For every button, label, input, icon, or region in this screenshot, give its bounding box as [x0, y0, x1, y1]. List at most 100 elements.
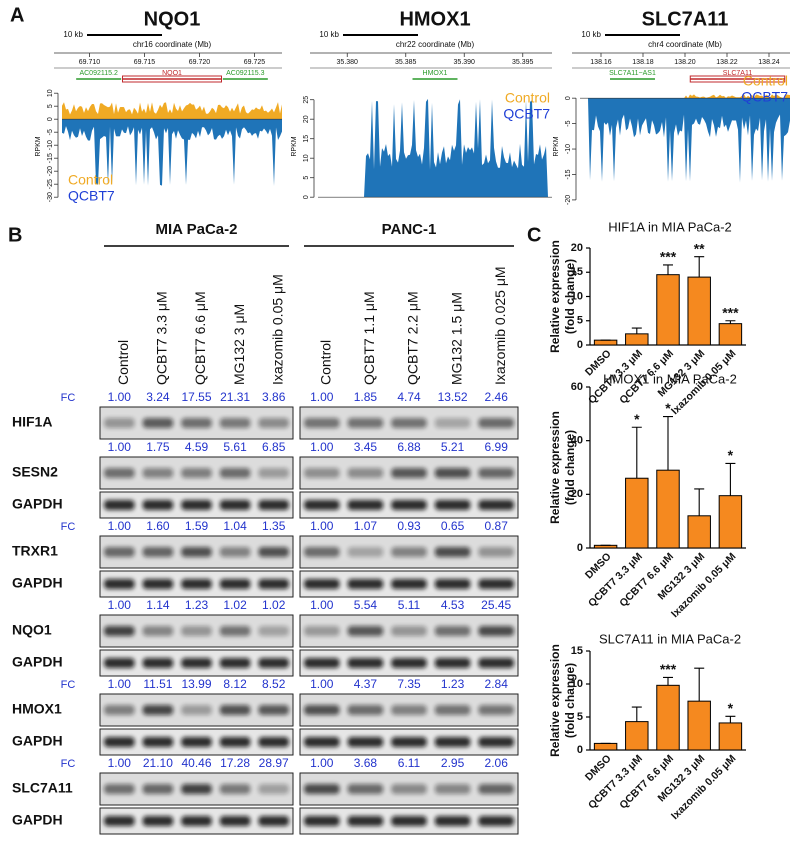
track-title: SLC7A11: [642, 8, 729, 30]
band: [391, 418, 427, 428]
track-title: HMOX1: [399, 8, 470, 30]
coord-tick-label: 69.720: [189, 59, 211, 66]
bar: [687, 700, 711, 751]
fold-change: 8.52: [262, 677, 286, 691]
chart-title: SLC7A11 in MIA PaCa-2: [599, 631, 741, 646]
band: [347, 579, 384, 589]
band: [104, 626, 135, 636]
coord-tick-label: 138.24: [758, 59, 780, 66]
error-bar: [694, 667, 705, 702]
coverage-track: [62, 119, 282, 186]
y-tick-label: 20: [571, 488, 583, 500]
y-tick-label: -15: [565, 169, 572, 179]
error-bar: [694, 488, 705, 516]
band: [391, 705, 427, 715]
bar: [656, 684, 680, 751]
band: [181, 784, 212, 794]
protein-label: NQO1: [12, 622, 52, 638]
band: [104, 737, 135, 747]
band: [181, 468, 212, 478]
fold-change: 8.12: [223, 677, 247, 691]
band: [181, 500, 212, 510]
band: [181, 816, 212, 826]
panel-label: B: [8, 224, 22, 246]
x-tick-label: QCBT7 3.3 μM: [586, 550, 645, 609]
bar: [656, 469, 680, 549]
y-tick-label: 20: [571, 242, 583, 254]
fold-change: 1.23: [185, 598, 209, 612]
band: [478, 705, 514, 715]
band: [391, 737, 427, 747]
fold-change: 21.10: [143, 756, 173, 770]
band: [142, 418, 174, 428]
fold-change: 5.54: [354, 598, 378, 612]
fold-change: 0.93: [397, 519, 421, 533]
band: [304, 547, 340, 557]
bar: [656, 274, 680, 346]
band: [258, 705, 289, 715]
band: [304, 784, 340, 794]
significance: *: [728, 447, 734, 463]
fold-change: 1.00: [310, 677, 334, 691]
y-axis-label: Relative expression: [548, 240, 562, 353]
fold-change: 1.60: [146, 519, 170, 533]
gene-label: SLC7A11−AS1: [609, 70, 656, 77]
y-tick-label: 20: [303, 115, 310, 123]
y-tick-label: 0: [577, 339, 583, 351]
fc-label: FC: [61, 521, 76, 533]
gene-label: AC092115.2: [79, 70, 118, 77]
legend-entry: Control: [743, 73, 788, 89]
y-tick-label: 15: [303, 135, 310, 143]
gene-exons: [689, 75, 786, 83]
fold-change: 40.46: [181, 756, 211, 770]
fold-change: 17.55: [181, 390, 211, 404]
scale-bar-label: 10 kb: [581, 30, 601, 39]
fold-change: 0.87: [485, 519, 509, 533]
bar: [625, 333, 649, 346]
fold-change: 13.99: [181, 677, 211, 691]
band: [434, 784, 471, 794]
y-axis-label: Relative expression: [548, 644, 562, 757]
band: [347, 816, 384, 826]
band: [391, 468, 427, 478]
protein-label: GAPDH: [12, 496, 63, 512]
scale-bar-label: 10 kb: [63, 30, 83, 39]
coord-tick-label: 138.22: [716, 59, 738, 66]
fold-change: 1.59: [185, 519, 209, 533]
y-axis-label: Relative expression: [548, 411, 562, 524]
fold-change: 5.61: [223, 440, 247, 454]
band: [142, 784, 174, 794]
significance: **: [694, 240, 705, 256]
coord-tick-label: 35.380: [337, 59, 359, 66]
lane-label: Ixazomib 0.05 μM: [269, 274, 285, 385]
fold-change: 1.00: [310, 390, 334, 404]
band: [258, 658, 289, 668]
band: [104, 705, 135, 715]
fold-change: 1.00: [310, 519, 334, 533]
band: [304, 500, 340, 510]
error-bar: [663, 415, 673, 471]
bar: [718, 323, 743, 346]
lane-label: MG132 3 μM: [231, 304, 247, 385]
band: [142, 500, 174, 510]
band: [391, 579, 427, 589]
y-tick-label: 60: [571, 381, 583, 393]
band: [434, 468, 471, 478]
band: [347, 658, 384, 668]
fold-change: 1.04: [223, 519, 247, 533]
legend-entry: QCBT7: [741, 89, 788, 105]
y-tick-label: -5: [47, 129, 54, 135]
band: [304, 737, 340, 747]
y-tick-label: 5: [47, 104, 54, 108]
y-tick-label: 15: [571, 645, 583, 657]
band: [181, 547, 212, 557]
protein-label: HIF1A: [12, 414, 52, 430]
band: [391, 626, 427, 636]
band: [219, 547, 251, 557]
fold-change: 1.00: [108, 519, 132, 533]
fold-change: 11.51: [143, 677, 172, 691]
lane-label: QCBT7 1.1 μM: [361, 291, 377, 385]
fc-label: FC: [61, 758, 76, 770]
band: [142, 579, 174, 589]
